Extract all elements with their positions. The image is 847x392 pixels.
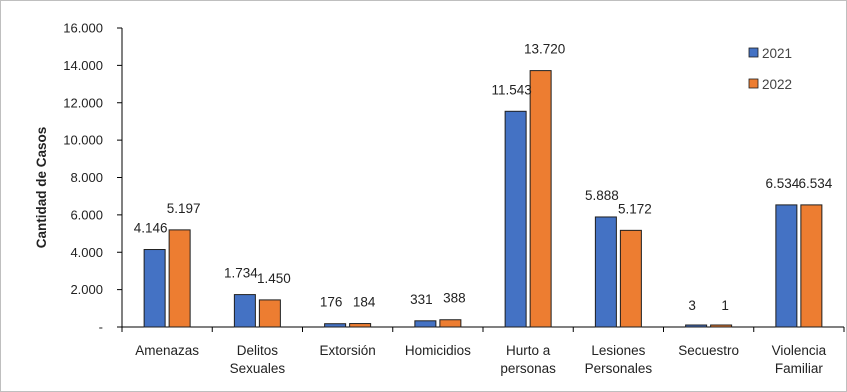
y-tick-label: - <box>99 320 103 335</box>
data-label-2021: 6.534 <box>765 176 799 191</box>
y-tick-label: 16.000 <box>63 21 103 36</box>
y-axis-title: Cantidad de Casos <box>34 127 49 249</box>
bar-2021 <box>324 323 347 328</box>
category-label: Violencia <box>772 343 827 358</box>
bar-2022 <box>800 204 823 328</box>
bar-2022 <box>619 229 642 328</box>
data-label-2021: 3 <box>688 298 696 313</box>
bar-2022 <box>439 319 462 328</box>
axes: - 2.000 4.000 6.000 8.000 10.000 12.000 14.000 1… <box>34 21 845 376</box>
data-label-2021: 331 <box>410 292 433 307</box>
data-label-2021: 11.543 <box>491 82 531 97</box>
data-label-2022: 388 <box>443 291 466 306</box>
y-tick-label: 14.000 <box>63 58 103 73</box>
category-label: Personales <box>585 361 653 376</box>
data-label-2022: 5.197 <box>167 201 201 216</box>
data-label-2022: 1.450 <box>257 271 291 286</box>
bar-2021 <box>685 324 708 328</box>
legend-label-2022: 2022 <box>762 77 792 92</box>
y-tick-label: 4.000 <box>70 245 103 260</box>
bar-2021 <box>414 320 437 328</box>
category-label: Homicidios <box>405 343 471 358</box>
category-label: Hurto a <box>506 343 551 358</box>
y-tick-label: 12.000 <box>63 95 103 110</box>
bar-2021 <box>775 204 798 328</box>
bar-2021 <box>594 216 617 328</box>
bar-2022 <box>349 323 372 328</box>
category-label: Familiar <box>775 361 824 376</box>
category-label: Amenazas <box>135 343 199 358</box>
data-label-2022: 184 <box>353 295 376 310</box>
data-label-2022: 1 <box>721 298 729 313</box>
category-label: Lesiones <box>591 343 645 358</box>
legend-swatch-2021 <box>748 47 759 58</box>
category-label: Extorsión <box>319 343 375 358</box>
y-tick-label: 2.000 <box>70 282 103 297</box>
legend-label-2021: 2021 <box>762 46 792 61</box>
category-label: Secuestro <box>678 343 739 358</box>
data-label-2021: 1.734 <box>224 266 258 281</box>
y-tick-label: 6.000 <box>70 207 103 222</box>
bar-2021 <box>143 249 166 328</box>
bars <box>143 70 823 328</box>
bar-2022 <box>710 324 733 328</box>
y-tick-label: 10.000 <box>63 133 103 148</box>
data-label-2022: 5.172 <box>618 201 652 216</box>
data-label-2021: 176 <box>320 295 343 310</box>
category-label: Sexuales <box>230 361 286 376</box>
data-label-2022: 13.720 <box>524 42 565 57</box>
data-label-2022: 6.534 <box>798 176 832 191</box>
bar-2022 <box>168 229 191 328</box>
data-label-2021: 5.888 <box>585 188 619 203</box>
bar-2022 <box>529 70 552 328</box>
y-tick-label: 8.000 <box>70 170 103 185</box>
bar-2021 <box>233 294 256 328</box>
bar-2022 <box>258 299 281 328</box>
category-label: personas <box>500 361 556 376</box>
legend-swatch-2022 <box>748 78 759 89</box>
category-label: Delitos <box>237 343 279 358</box>
bar-2021 <box>504 110 527 328</box>
legend: 2021 2022 <box>748 46 792 92</box>
data-label-2021: 4.146 <box>134 221 168 236</box>
